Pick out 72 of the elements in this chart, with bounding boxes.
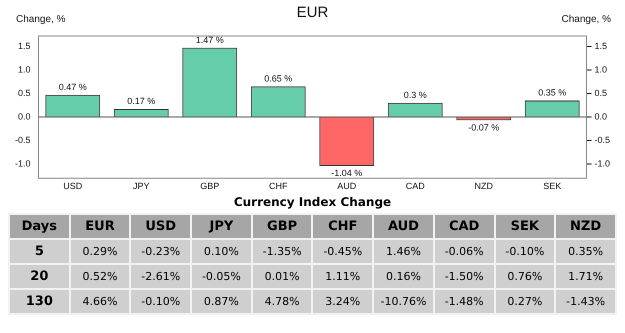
data-label: 0.01% (252, 264, 312, 289)
data-label: 0.16% (373, 264, 434, 289)
data-label: 3.24% (312, 289, 374, 314)
data-label: -0.10% (130, 289, 192, 314)
data-label: 4.66% (70, 289, 130, 314)
chart-title: Currency Index Change (232, 195, 392, 209)
y-tick-label: 1.5 (18, 40, 31, 51)
x-tick-label: CHF (269, 181, 288, 192)
data-label: 0.35 % (538, 87, 566, 98)
x-tick-label: AUD (373, 214, 434, 239)
data-label: -0.23% (130, 239, 192, 264)
y-axis-title: Change, % (16, 14, 66, 25)
data-label: 0.17 % (127, 96, 156, 106)
x-tick-label: GBP (200, 181, 220, 192)
data-label: -0.10% (494, 239, 556, 264)
y2-tick-label: 0.0 (594, 111, 608, 122)
data-label: 1.46% (373, 239, 434, 264)
y-tick-label: 5 (9, 239, 70, 264)
data-label: -1.04 % (331, 168, 362, 178)
x-tick-label: SEK (543, 181, 562, 192)
x-tick-label: CHF (312, 214, 374, 239)
y2-tick-label: 0.5 (594, 88, 608, 98)
data-label: 0.52% (70, 264, 130, 289)
data-label: -1.50% (434, 264, 494, 289)
x-tick-label: USD (130, 214, 192, 239)
x-tick-label: NZD (474, 181, 494, 192)
data-label: 4.78% (252, 289, 312, 314)
data-label: -0.45% (312, 239, 374, 264)
x-tick-label: SEK (494, 214, 556, 239)
x-tick-label: NZD (555, 214, 616, 239)
y2-tick-label: 1.5 (594, 40, 608, 51)
x-tick-label: CAD (434, 214, 494, 239)
data-label: 0.27% (494, 289, 556, 314)
x-tick-label: CAD (406, 181, 426, 192)
data-label: 0.3 % (404, 90, 427, 100)
data-label: -1.43% (555, 289, 616, 314)
data-label: -0.05% (191, 264, 252, 289)
y-tick-label: 130 (9, 289, 70, 314)
data-label: -1.48% (434, 289, 494, 314)
y-tick-label: 0.0 (18, 111, 31, 122)
y2-tick-label: -1.0 (594, 158, 610, 169)
y2-tick-label: -0.5 (594, 135, 610, 146)
data-label: -2.61% (130, 264, 192, 289)
data-label: -10.76% (373, 289, 434, 314)
data-label: 0.65 % (264, 73, 292, 84)
y-tick-label: 20 (9, 264, 70, 289)
y-axis-title: Days (9, 214, 70, 239)
x-tick-label: AUD (337, 181, 357, 192)
data-label: 1.11% (312, 264, 374, 289)
x-tick-label: JPY (132, 181, 150, 192)
y2-tick-label: 1.0 (594, 64, 608, 74)
data-label: -1.35% (252, 239, 312, 264)
x-tick-label: EUR (70, 214, 130, 239)
y-tick-label: -1.0 (14, 158, 31, 169)
y-tick-label: 0.5 (18, 88, 31, 98)
data-label: 0.87% (191, 289, 252, 314)
data-label: 0.10% (191, 239, 252, 264)
data-label: -0.06% (434, 239, 494, 264)
data-label: 0.29% (70, 239, 130, 264)
data-label: 0.47 % (58, 82, 87, 92)
x-tick-label: GBP (252, 214, 312, 239)
data-label: 0.35% (555, 239, 616, 264)
data-label: 1.47 % (196, 34, 224, 45)
x-tick-label: JPY (191, 214, 252, 239)
y2-axis-title: Change, % (562, 14, 612, 25)
data-label: 0.76% (494, 264, 556, 289)
data-label: -0.07 % (468, 122, 500, 132)
data-label: 1.71% (555, 264, 616, 289)
x-tick-label: USD (63, 181, 83, 192)
y-tick-label: -0.5 (14, 135, 31, 146)
y-tick-label: 1.0 (18, 64, 31, 74)
chart-title: EUR (296, 4, 328, 22)
